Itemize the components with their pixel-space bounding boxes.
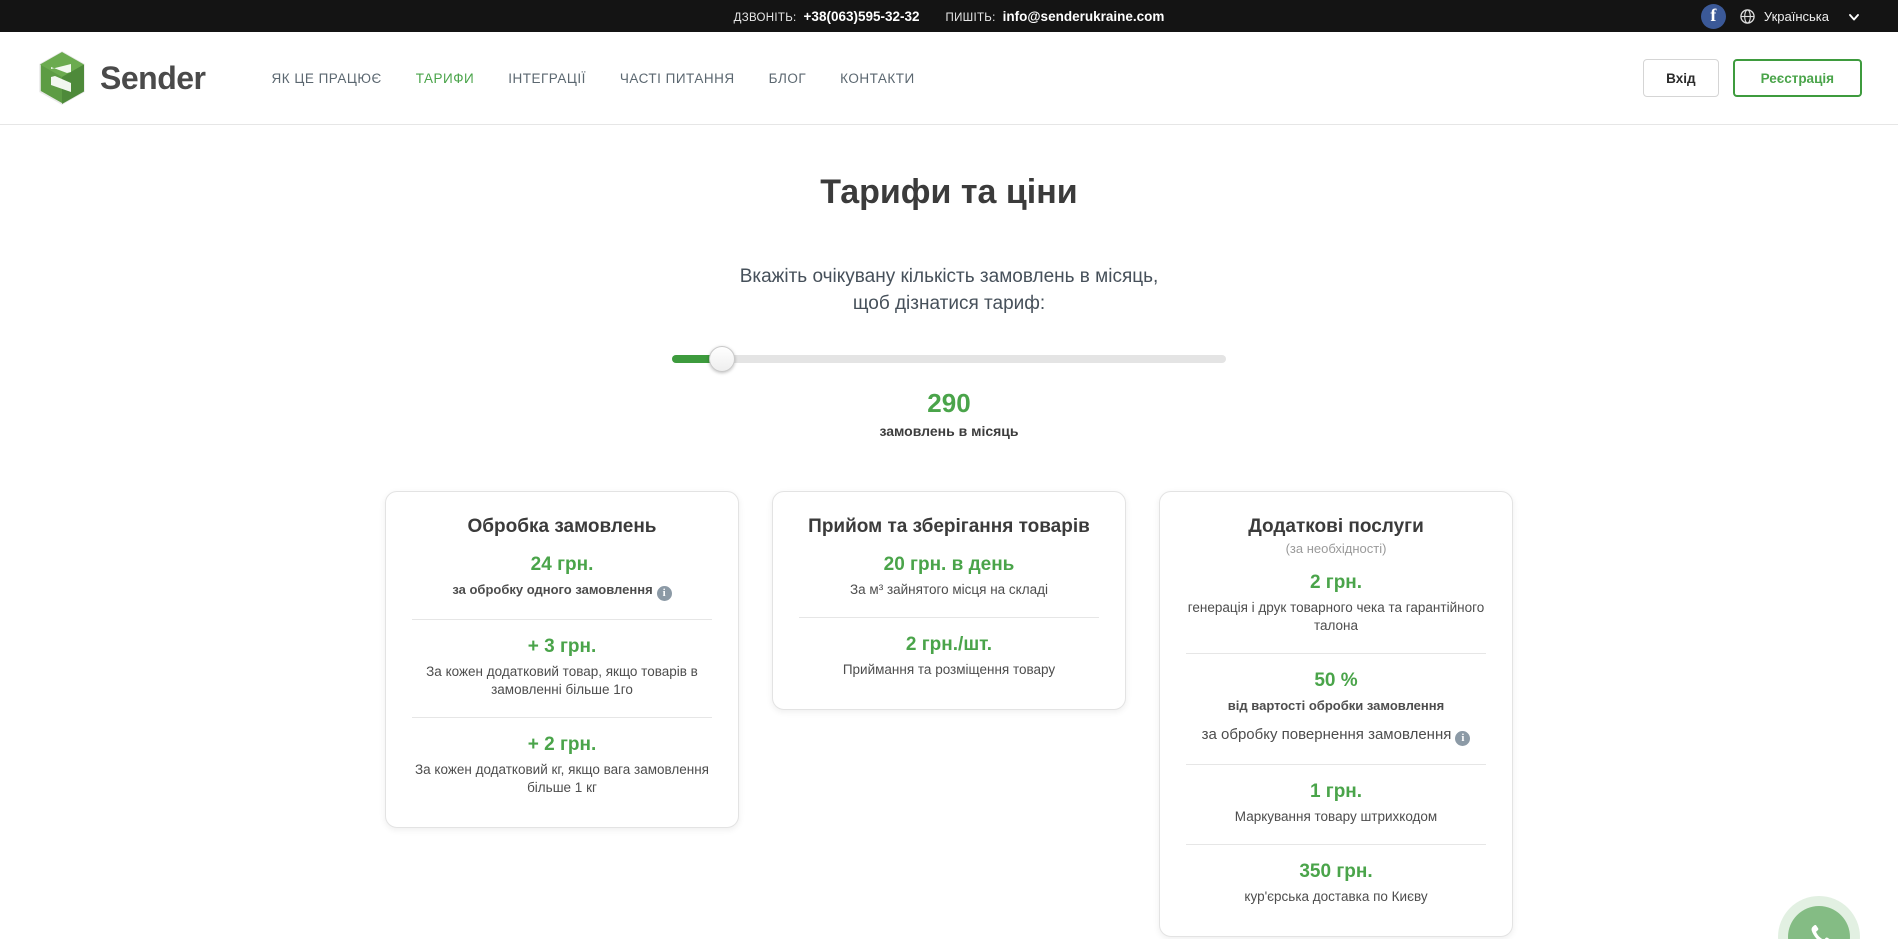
language-selector[interactable]: Українська xyxy=(1740,9,1860,24)
main-content: Тарифи та ціни Вкажіть очікувану кількіс… xyxy=(0,173,1898,939)
email-group: ПИШІТЬ: info@senderukraine.com xyxy=(946,9,1165,24)
slider-instruction-line1: Вкажіть очікувану кількість замовлень в … xyxy=(739,266,1159,287)
price-description-text: за обробку одного замовлення xyxy=(452,581,653,597)
email-address[interactable]: info@senderukraine.com xyxy=(1002,8,1165,24)
price-description-secondary-text: за обробку повернення замовлення xyxy=(1201,726,1452,744)
register-button[interactable]: Реєстрація xyxy=(1732,59,1862,97)
nav-item-how-it-works[interactable]: ЯК ЦЕ ПРАЦЮЄ xyxy=(271,70,382,86)
price-row: 20 грн. в день За м³ зайнятого місця на … xyxy=(799,538,1099,603)
card-order-processing: Обробка замовлень 24 грн. за обробку одн… xyxy=(385,490,739,828)
nav-item-integrations[interactable]: ІНТЕГРАЦІЇ xyxy=(508,70,586,86)
login-button[interactable]: Вхід xyxy=(1643,59,1719,97)
price-description: Маркування товару штрихкодом xyxy=(1234,809,1438,825)
price-description: За кожен додатковий кг, якщо вага замовл… xyxy=(415,761,709,795)
slider-value: 290 xyxy=(927,387,971,418)
price-value: + 3 грн. xyxy=(527,635,597,657)
info-icon[interactable]: i xyxy=(1455,731,1471,747)
topbar-right-group: f Українська xyxy=(1700,3,1860,29)
card-title: Прийом та зберігання товарів xyxy=(808,515,1090,537)
nav-item-contacts[interactable]: КОНТАКТИ xyxy=(840,70,915,86)
sender-cube-logo-icon xyxy=(38,51,86,105)
call-fab-inner xyxy=(1788,906,1850,939)
price-row: 50 % від вартості обробки замовлення за … xyxy=(1186,652,1486,750)
price-value: 350 грн. xyxy=(1299,861,1373,883)
page-title: Тарифи та ціни xyxy=(820,173,1078,211)
main-navigation: ЯК ЦЕ ПРАЦЮЄ ТАРИФИ ІНТЕГРАЦІЇ ЧАСТІ ПИТ… xyxy=(271,71,914,86)
price-description: від вартості обробки замовлення xyxy=(1227,697,1445,713)
price-value: 20 грн. в день xyxy=(883,553,1015,575)
price-description: кур'єрська доставка по Києву xyxy=(1244,889,1428,905)
top-contact-bar: ДЗВОНІТЬ: +38(063)595-32-32 ПИШІТЬ: info… xyxy=(0,0,1898,32)
slider-track[interactable] xyxy=(672,354,1226,363)
price-row: 2 грн./шт. Приймання та розміщення товар… xyxy=(799,616,1099,683)
price-row: 350 грн. кур'єрська доставка по Києву xyxy=(1186,844,1486,910)
write-label: ПИШІТЬ: xyxy=(945,11,996,24)
price-row: 2 грн. генерація і друк товарного чека т… xyxy=(1186,556,1486,639)
price-description-secondary: за обробку повернення замовлення i xyxy=(1186,725,1486,747)
logo[interactable]: Sender xyxy=(38,51,206,105)
slider-instruction-line2: щоб дізнатися тариф: xyxy=(852,292,1046,314)
price-row: 1 грн. Маркування товару штрихкодом xyxy=(1186,764,1486,830)
call-label: ДЗВОНІТЬ: xyxy=(733,11,797,24)
price-value: 24 грн. xyxy=(530,553,594,575)
price-row: 24 грн. за обробку одного замовлення i xyxy=(412,538,712,605)
header-actions: Вхід Реєстрація xyxy=(1643,59,1862,97)
price-description: за обробку одного замовлення i xyxy=(412,581,712,601)
globe-icon xyxy=(1740,8,1755,24)
price-value: 50 % xyxy=(1314,669,1358,691)
price-description: За м³ зайнятого місця на складі xyxy=(850,581,1048,597)
price-value: 2 грн. xyxy=(1309,571,1363,593)
phone-icon xyxy=(1806,922,1832,939)
nav-item-blog[interactable]: БЛОГ xyxy=(768,70,807,86)
logo-text: Sender xyxy=(100,59,206,96)
site-header: Sender ЯК ЦЕ ПРАЦЮЄ ТАРИФИ ІНТЕГРАЦІЇ ЧА… xyxy=(0,32,1898,125)
top-contact-group: ДЗВОНІТЬ: +38(063)595-32-32 ПИШІТЬ: info… xyxy=(0,9,1898,24)
card-title: Додаткові послуги xyxy=(1248,515,1424,537)
price-description: генерація і друк товарного чека та гаран… xyxy=(1187,599,1485,633)
phone-group: ДЗВОНІТЬ: +38(063)595-32-32 xyxy=(734,9,920,24)
nav-item-faq[interactable]: ЧАСТІ ПИТАННЯ xyxy=(619,70,735,86)
slider-fill xyxy=(672,354,722,363)
orders-slider[interactable] xyxy=(672,345,1226,372)
language-label: Українська xyxy=(1763,8,1829,24)
slider-thumb[interactable] xyxy=(708,345,735,372)
price-description: За кожен додатковий товар, якщо товарів … xyxy=(426,663,698,697)
chevron-down-icon[interactable] xyxy=(1848,10,1860,22)
price-value: + 2 грн. xyxy=(527,733,597,755)
slider-value-label: замовлень в місяць xyxy=(879,422,1019,439)
price-row: + 3 грн. За кожен додатковий товар, якщо… xyxy=(412,618,712,703)
card-subtitle: (за необхідності) xyxy=(1285,540,1387,556)
price-value: 2 грн./шт. xyxy=(905,633,993,655)
slider-instruction: Вкажіть очікувану кількість замовлень в … xyxy=(0,264,1898,318)
card-additional-services: Додаткові послуги (за необхідності) 2 гр… xyxy=(1159,490,1513,938)
info-icon[interactable]: i xyxy=(656,585,672,601)
price-description: Приймання та розміщення товару xyxy=(842,661,1056,677)
card-title: Обробка замовлень xyxy=(467,515,657,537)
pricing-cards: Обробка замовлень 24 грн. за обробку одн… xyxy=(0,490,1898,938)
price-row: + 2 грн. За кожен додатковий кг, якщо ва… xyxy=(412,716,712,801)
phone-number[interactable]: +38(063)595-32-32 xyxy=(803,8,920,24)
facebook-icon[interactable]: f xyxy=(1700,3,1726,29)
price-value: 1 грн. xyxy=(1309,781,1363,803)
card-receiving-storage: Прийом та зберігання товарів 20 грн. в д… xyxy=(772,490,1126,710)
nav-item-tariffs[interactable]: ТАРИФИ xyxy=(415,70,475,86)
